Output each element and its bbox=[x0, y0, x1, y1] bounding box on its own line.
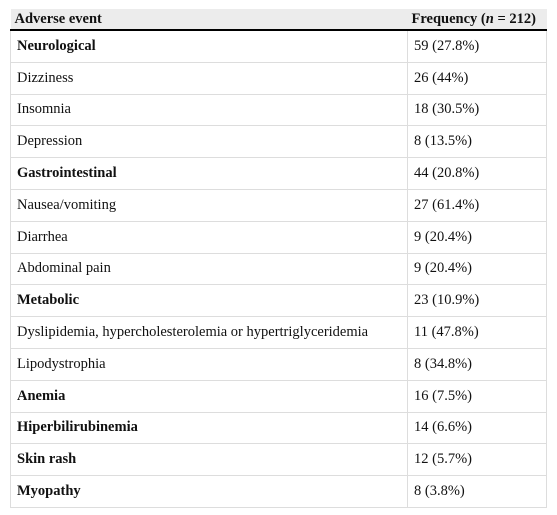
table-row: Hiperbilirubinemia 14 (6.6%) bbox=[10, 412, 547, 445]
table-row: Anemia 16 (7.5%) bbox=[10, 380, 547, 413]
event-cell: Depression bbox=[10, 125, 408, 159]
frequency-cell: 44 (20.8%) bbox=[407, 157, 547, 190]
table-row: Depression 8 (13.5%) bbox=[10, 125, 547, 159]
event-cell: Skin rash bbox=[10, 443, 408, 477]
frequency-cell: 8 (34.8%) bbox=[407, 348, 547, 381]
frequency-cell: 59 (27.8%) bbox=[407, 30, 547, 63]
table-row: Myopathy 8 (3.8%) bbox=[10, 475, 547, 508]
event-cell: Abdominal pain bbox=[10, 253, 408, 286]
frequency-cell: 11 (47.8%) bbox=[407, 316, 547, 349]
table-row: Dizziness 26 (44%) bbox=[10, 62, 547, 95]
header-cell: Adverse event bbox=[10, 9, 408, 31]
frequency-cell: 9 (20.4%) bbox=[407, 221, 547, 254]
event-cell: Dizziness bbox=[10, 62, 408, 95]
frequency-cell: 8 (3.8%) bbox=[407, 475, 547, 508]
header-text: Frequency ( bbox=[411, 10, 486, 27]
event-cell: Hiperbilirubinemia bbox=[10, 412, 408, 445]
adverse-events-table: Adverse event Frequency (n = 212) Neurol… bbox=[10, 9, 547, 508]
event-cell: Anemia bbox=[10, 380, 408, 413]
frequency-cell: 23 (10.9%) bbox=[407, 284, 547, 318]
frequency-cell: 8 (13.5%) bbox=[407, 125, 547, 159]
event-cell: Nausea/vomiting bbox=[10, 189, 408, 222]
frequency-cell: 16 (7.5%) bbox=[407, 380, 547, 413]
table-row: Dyslipidemia, hypercholesterolemia or hy… bbox=[10, 316, 547, 349]
table-row: Abdominal pain 9 (20.4%) bbox=[10, 253, 547, 286]
header-italic: n bbox=[485, 10, 494, 27]
header-text: = 212) bbox=[493, 10, 536, 27]
table-body: Neurological 59 (27.8%) Dizziness 26 (44%) I… bbox=[10, 30, 547, 508]
frequency-cell: 9 (20.4%) bbox=[407, 253, 547, 286]
event-cell: Neurological bbox=[10, 30, 408, 63]
table-row: Nausea/vomiting 27 (61.4%) bbox=[10, 189, 547, 222]
frequency-cell: 12 (5.7%) bbox=[407, 443, 547, 477]
table-row: Metabolic 23 (10.9%) bbox=[10, 284, 547, 318]
table-header: Adverse event Frequency (n = 212) bbox=[10, 9, 547, 31]
event-cell: Lipodystrophia bbox=[10, 348, 408, 381]
table-row: Diarrhea 9 (20.4%) bbox=[10, 221, 547, 254]
event-cell: Metabolic bbox=[10, 284, 408, 318]
table-row: Insomnia 18 (30.5%) bbox=[10, 94, 547, 127]
header-row: Adverse event Frequency (n = 212) bbox=[10, 9, 547, 31]
table-row: Lipodystrophia 8 (34.8%) bbox=[10, 348, 547, 381]
table-row: Neurological 59 (27.8%) bbox=[10, 30, 547, 63]
event-cell: Gastrointestinal bbox=[10, 157, 408, 190]
event-cell: Dyslipidemia, hypercholesterolemia or hy… bbox=[10, 316, 408, 349]
frequency-cell: 14 (6.6%) bbox=[407, 412, 547, 445]
frequency-cell: 18 (30.5%) bbox=[407, 94, 547, 127]
table-row: Skin rash 12 (5.7%) bbox=[10, 443, 547, 477]
frequency-cell: 27 (61.4%) bbox=[407, 189, 547, 222]
frequency-cell: 26 (44%) bbox=[407, 62, 547, 95]
header-cell: Frequency (n = 212) bbox=[407, 9, 547, 31]
table-row: Gastrointestinal 44 (20.8%) bbox=[10, 157, 547, 190]
event-cell: Diarrhea bbox=[10, 221, 408, 254]
event-cell: Insomnia bbox=[10, 94, 408, 127]
event-cell: Myopathy bbox=[10, 475, 408, 508]
